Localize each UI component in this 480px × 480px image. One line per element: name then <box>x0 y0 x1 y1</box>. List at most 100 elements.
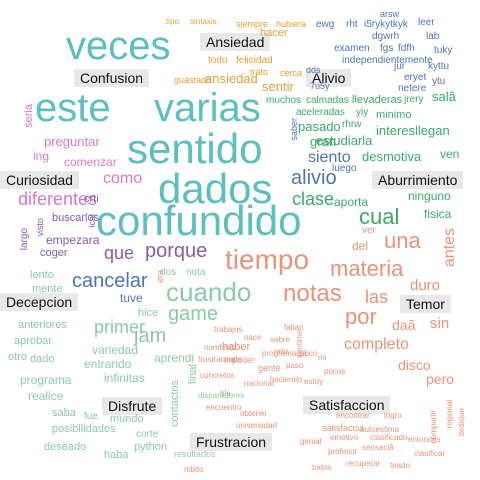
word: coger <box>40 247 68 259</box>
category-label-confusion: Confusion <box>74 69 150 87</box>
category-label-ansiedad: Ansiedad <box>200 33 271 51</box>
word: por <box>345 304 377 329</box>
word: yiy <box>356 107 369 118</box>
word: mente <box>32 283 63 295</box>
word: confundido <box>96 197 302 244</box>
word: ver <box>362 225 376 236</box>
word: tipo <box>166 17 179 26</box>
word: realice <box>28 389 64 403</box>
word: arsw <box>380 9 400 19</box>
word: emotivo <box>330 433 359 442</box>
word: diferentes <box>18 189 98 209</box>
word: era <box>155 270 165 284</box>
word: duro <box>410 277 441 294</box>
word: netere <box>398 83 427 94</box>
word: paso <box>286 361 304 370</box>
word: comenzar <box>64 155 117 169</box>
word: este <box>35 86 111 130</box>
word: resultados <box>174 449 216 459</box>
word: minimo <box>376 109 412 121</box>
word: dado <box>30 353 55 365</box>
word: interesllegan <box>376 123 450 138</box>
word: fisica <box>424 207 452 221</box>
word: jur <box>394 61 406 72</box>
word: las <box>365 287 389 307</box>
category-label-decepcion: Decepcion <box>0 293 79 311</box>
word: hice <box>138 307 159 319</box>
word: eryet <box>404 72 427 83</box>
word: i5rykytkyk <box>364 19 408 30</box>
word: entonces <box>408 435 441 444</box>
word: nacional <box>244 379 274 388</box>
word: rato <box>274 347 288 356</box>
word: visto <box>35 218 45 237</box>
category-label-satisfaccion: Satisfaccion <box>303 396 391 414</box>
word: empezara <box>46 233 100 247</box>
category-label-curiosidad: Curiosidad <box>0 171 79 189</box>
word: variedad <box>92 343 139 357</box>
word: dos <box>160 267 177 278</box>
word: llevaderas <box>352 94 403 106</box>
word: 7u5y <box>310 81 330 91</box>
word: felicidad <box>236 55 273 66</box>
word: disparadores <box>198 391 245 400</box>
word: sintaxis <box>190 17 217 26</box>
word: estoy <box>304 377 324 386</box>
word: como <box>103 170 143 187</box>
word: trabajos <box>214 325 243 334</box>
word: primer <box>94 317 146 337</box>
word: hacer <box>260 27 288 39</box>
word: aprobar <box>14 335 52 347</box>
word: muchos <box>266 95 302 106</box>
word: dds <box>306 65 321 75</box>
word: programa <box>20 373 72 387</box>
word: clase <box>292 189 335 209</box>
word: todo <box>208 55 228 66</box>
word: sensaciã <box>362 443 394 452</box>
word: pasado <box>298 119 341 134</box>
word: veces <box>66 24 171 68</box>
word: buscarlos <box>52 212 100 224</box>
word: logro <box>384 411 402 420</box>
word: game <box>168 303 219 325</box>
word: pocos <box>324 367 346 376</box>
word: seria <box>23 104 35 128</box>
word: del <box>352 239 369 253</box>
word: independientemente <box>342 55 433 66</box>
word: materia <box>330 256 404 281</box>
word: encuentro <box>206 403 242 412</box>
word: ytu <box>432 76 446 87</box>
word: faltan <box>284 323 304 332</box>
word: trato <box>250 67 269 77</box>
word: recuperar <box>346 459 381 468</box>
word: python <box>134 441 168 453</box>
category-label-alivio: Alivio <box>306 69 352 87</box>
word: jam <box>134 325 167 347</box>
word: cerca <box>280 68 303 78</box>
word: entrando <box>84 357 132 371</box>
word: salã <box>432 89 456 104</box>
word: aporta <box>334 195 369 209</box>
word: gente <box>258 363 281 373</box>
word: saba <box>52 407 76 419</box>
word: haber <box>222 341 251 353</box>
word: infinitas <box>104 371 145 385</box>
category-label-disfrute: Disfrute <box>102 397 163 415</box>
word: pude <box>224 355 242 364</box>
word: encontrar <box>336 411 370 420</box>
word: disco <box>398 357 431 373</box>
word: daã <box>392 317 416 333</box>
word: calmadas <box>306 95 349 106</box>
word: programaciã <box>262 349 307 358</box>
word: frustracion <box>198 355 236 364</box>
word: sin <box>430 315 450 332</box>
word: guastado <box>174 75 212 85</box>
word: cancelar <box>72 270 148 292</box>
word: tuky <box>434 45 453 56</box>
word: fdfh <box>398 43 415 54</box>
word: mundo <box>110 413 144 425</box>
word: profesor <box>328 447 358 456</box>
word: aceleradas <box>296 107 345 118</box>
word: final <box>187 364 199 385</box>
